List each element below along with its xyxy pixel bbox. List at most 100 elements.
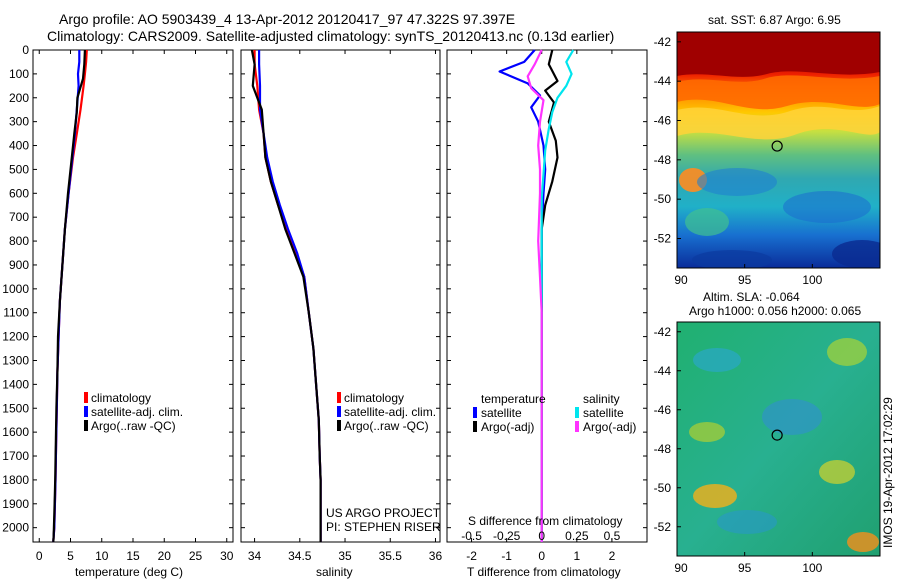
legend-label-argo: Argo(..raw -QC) (344, 419, 429, 433)
temperature-axes-box (32, 49, 234, 543)
sst-argo-marker (771, 140, 783, 152)
salinity-axes-box (240, 49, 441, 543)
legend-swatch-s-argo (575, 421, 579, 432)
s-tick-label: 0.25 (565, 529, 589, 543)
sla-argo-marker (771, 429, 783, 441)
depth-tick-label: 500 (9, 162, 29, 176)
sla-map-image (677, 322, 880, 556)
depth-tick-label: 1500 (2, 401, 29, 415)
longitude-tick-label: 90 (674, 273, 688, 287)
sst-warm-band (677, 32, 880, 77)
depth-tick-label: 400 (9, 139, 29, 153)
sst-ticks: -42 -44 -46 -48 -50 -52 90 95 100 (654, 35, 823, 287)
legend-swatch-argo (84, 420, 88, 431)
latitude-tick-label: -50 (654, 481, 672, 495)
difference-axes-box (446, 49, 648, 543)
sla-low-patch (717, 510, 777, 534)
legend-label-s-satellite: satellite (583, 406, 624, 420)
sla-high-patch (847, 532, 879, 552)
sla-map-title-line1: Altim. SLA: -0.064 (703, 290, 800, 304)
depth-tick-label: 1900 (2, 497, 29, 511)
project-name: US ARGO PROJECT (326, 506, 441, 520)
latitude-tick-label: -52 (654, 232, 672, 246)
sst-cold-patch (832, 240, 880, 268)
depth-tick-label: 900 (9, 258, 29, 272)
latitude-tick-label: -52 (654, 520, 672, 534)
longitude-tick-label: 95 (738, 273, 752, 287)
longitude-tick-label: 90 (674, 561, 688, 575)
sst-cold-patch (692, 250, 772, 268)
sst-yellow-band (677, 106, 880, 140)
title-line1: Argo profile: AO 5903439_4 13-Apr-2012 2… (59, 11, 515, 27)
sst-map-image (677, 32, 880, 268)
latitude-tick-label: -42 (654, 325, 672, 339)
sst-map-title: sat. SST: 6.87 Argo: 6.95 (708, 13, 841, 27)
sla-low-patch (693, 348, 741, 372)
legend-label-satellite: satellite-adj. clim. (91, 405, 183, 419)
latitude-tick-label: -44 (654, 74, 672, 88)
legend-label-argo: Argo(..raw -QC) (91, 419, 176, 433)
legend-swatch-satellite (84, 406, 88, 417)
latitude-tick-label: -46 (654, 403, 672, 417)
depth-tick-label: 1200 (2, 330, 29, 344)
x-tick-label: 30 (220, 549, 234, 563)
depth-tick-label: 0 (22, 43, 29, 57)
depth-tick-label: 1800 (2, 473, 29, 487)
x-tick-label: 5 (67, 549, 74, 563)
longitude-tick-label: 95 (738, 561, 752, 575)
s-tick-label: -0.5 (461, 529, 482, 543)
x-tick-label: 20 (158, 549, 172, 563)
depth-tick-label: 1600 (2, 425, 29, 439)
latitude-tick-label: -50 (654, 192, 672, 206)
x-tick-label: -1 (501, 549, 512, 563)
depth-tick-label: 300 (9, 115, 29, 129)
salinity-xlabel: salinity (316, 565, 353, 579)
sla-high-patch (693, 484, 737, 508)
depth-tick-label: 800 (9, 234, 29, 248)
legend-title-temperature: temperature (481, 392, 546, 406)
x-tick-label: 10 (95, 549, 109, 563)
legend-label-t-argo: Argo(-adj) (481, 420, 534, 434)
legend-label-t-satellite: satellite (481, 406, 522, 420)
depth-tick-label: 1100 (3, 306, 29, 320)
temperature-panel: 0100200300400500600700800900100011001200… (2, 43, 233, 579)
temperature-ticks: 0 5 10 15 20 25 30 (36, 50, 234, 563)
x-tick-label: 1 (573, 549, 580, 563)
legend-label-satellite: satellite-adj. clim. (344, 405, 436, 419)
depth-tick-label: 100 (9, 67, 29, 81)
depth-ticks: 0 100 200 300 400 500 600 700 800 900 1000 1100 1200… (2, 43, 233, 535)
x-tick-label: 0 (538, 549, 545, 563)
depth-tick-label: 600 (9, 186, 29, 200)
legend-label-s-argo: Argo(-adj) (583, 420, 636, 434)
sla-high-patch (819, 460, 855, 484)
temperature-legend: climatology satellite-adj. clim. Argo(..… (84, 391, 183, 433)
legend-title-salinity: salinity (583, 392, 620, 406)
depth-tick-label: 700 (9, 210, 29, 224)
difference-legend: temperature salinity satellite Argo(-adj… (473, 392, 636, 434)
sla-low-patch (762, 399, 822, 435)
title-line2: Climatology: CARS2009. Satellite-adjuste… (47, 28, 614, 44)
sst-map-panel: sat. SST: 6.87 Argo: 6.95 -42 -44 -46 -48 -5… (654, 13, 881, 287)
legend-label-climatology: climatology (91, 391, 151, 405)
latitude-tick-label: -48 (654, 442, 672, 456)
x-tick-label: 15 (126, 549, 140, 563)
x-tick-label: 34 (248, 549, 262, 563)
x-tick-label: 35.5 (379, 549, 403, 563)
imos-timestamp: IMOS 19-Apr-2012 17:02:29 (881, 397, 895, 548)
s-difference-ticks: -0.5 -0.25 0 0.25 0.5 (461, 529, 620, 543)
latitude-tick-label: -46 (654, 114, 672, 128)
longitude-tick-label: 100 (802, 273, 822, 287)
difference-y-ticks (447, 49, 647, 529)
x-tick-label: 35 (338, 549, 352, 563)
sst-axes-box (676, 31, 881, 269)
latitude-tick-label: -44 (654, 364, 672, 378)
x-tick-label: 25 (189, 549, 203, 563)
depth-tick-label: 200 (9, 91, 29, 105)
x-tick-label: 34.5 (288, 549, 312, 563)
difference-panel: -2 -1 0 1 2 S difference from climatology -0… (446, 49, 648, 579)
sla-map-title-line2: Argo h1000: 0.056 h2000: 0.065 (689, 304, 861, 318)
legend-swatch-climatology (84, 392, 88, 403)
series-line-argo-raw-qc- (52, 49, 86, 543)
legend-swatch-t-argo (473, 421, 477, 432)
